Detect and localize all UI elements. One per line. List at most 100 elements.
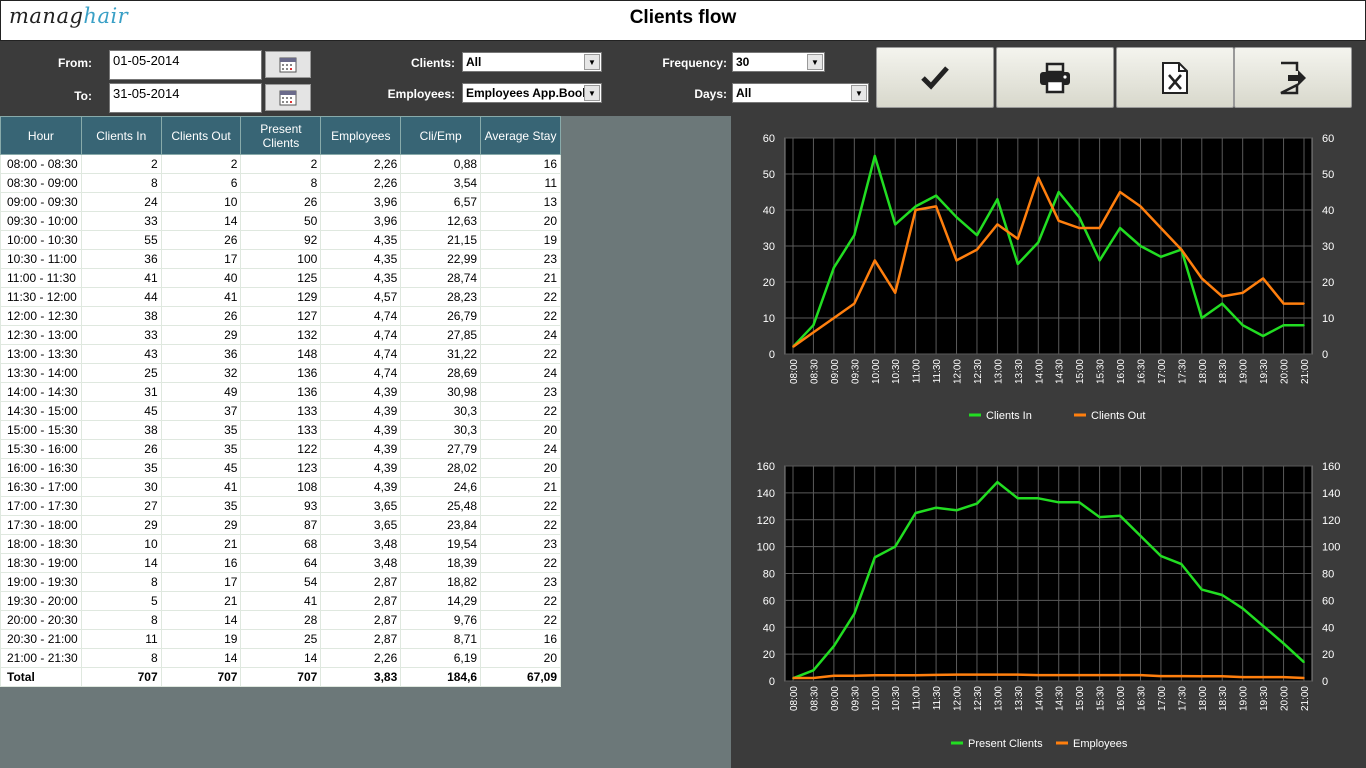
table-row[interactable]: 21:00 - 21:30 8 14 14 2,26 6,19 20	[0, 648, 561, 668]
table-cell: 28,02	[400, 458, 482, 478]
table-cell: 24	[480, 439, 561, 459]
table-row[interactable]: 17:00 - 17:30 27 35 93 3,65 25,48 22	[0, 496, 561, 516]
table-row[interactable]: 08:00 - 08:30 2 2 2 2,26 0,88 16	[0, 154, 561, 174]
table-row[interactable]: 15:00 - 15:30 38 35 133 4,39 30,3 20	[0, 420, 561, 440]
table-cell: 132	[240, 325, 322, 345]
table-cell: 92	[240, 230, 322, 250]
data-point	[853, 302, 856, 305]
from-label: From:	[58, 56, 92, 70]
table-cell: 11	[80, 629, 162, 649]
table-cell: 8	[240, 173, 322, 193]
days-select[interactable]: All ▼	[732, 83, 869, 103]
column-header[interactable]: Present Clients	[240, 116, 322, 155]
table-cell: 93	[240, 496, 322, 516]
table-row[interactable]: 12:30 - 13:00 33 29 132 4,74 27,85 24	[0, 325, 561, 345]
data-point	[853, 234, 856, 236]
x-tick-label: 14:30	[1055, 359, 1066, 384]
data-point	[853, 674, 856, 677]
table-cell: 87	[240, 515, 322, 535]
table-row[interactable]: 09:30 - 10:00 33 14 50 3,96 12,63 20	[0, 211, 561, 231]
table-cell: 23,84	[400, 515, 482, 535]
x-tick-label: 18:30	[1218, 686, 1229, 711]
table-cell: 33	[80, 211, 162, 231]
from-calendar-button[interactable]	[265, 51, 311, 78]
data-point	[1078, 501, 1080, 504]
x-tick-label: 15:00	[1075, 686, 1086, 711]
column-header[interactable]: Cli/Emp	[400, 116, 482, 155]
table-row[interactable]: 19:30 - 20:00 5 21 41 2,87 14,29 22	[0, 591, 561, 611]
table-cell: 31	[80, 382, 162, 402]
table-row[interactable]: 10:30 - 11:00 36 17 100 4,35 22,99 23	[0, 249, 561, 269]
column-header[interactable]: Employees	[320, 116, 402, 155]
data-point	[894, 223, 896, 226]
column-header[interactable]: Average Stay	[480, 116, 561, 155]
table-cell: 16	[160, 553, 242, 573]
table-row[interactable]: 11:30 - 12:00 44 41 129 4,57 28,23 22	[0, 287, 561, 307]
data-point	[1221, 302, 1224, 305]
table-cell: 9,76	[400, 610, 482, 630]
table-row[interactable]: 16:30 - 17:00 30 41 108 4,39 24,6 21	[0, 477, 561, 497]
apply-button[interactable]	[876, 47, 994, 108]
column-header[interactable]: Hour	[0, 116, 82, 155]
y-tick-label-right: 40	[1322, 205, 1334, 217]
y-tick-label-right: 140	[1322, 488, 1340, 500]
table-row[interactable]: 08:30 - 09:00 8 6 8 2,26 3,54 11	[0, 173, 561, 193]
table-cell: 41	[160, 477, 242, 497]
employees-select[interactable]: Employees App.Book ▼	[462, 83, 602, 103]
data-point	[1201, 675, 1203, 678]
table-row[interactable]: 13:00 - 13:30 43 36 148 4,74 31,22 22	[0, 344, 561, 364]
table-cell: 10:30 - 11:00	[0, 249, 82, 269]
filter-toolbar: From: 01-05-2014 To: 31-05-2014 Clients:…	[0, 41, 1366, 116]
clients-select[interactable]: All ▼	[462, 52, 602, 72]
table-cell: 08:00 - 08:30	[0, 154, 82, 174]
table-row[interactable]: 14:30 - 15:00 45 37 133 4,39 30,3 22	[0, 401, 561, 421]
data-point	[1262, 676, 1264, 678]
table-row[interactable]: 11:00 - 11:30 41 40 125 4,35 28,74 21	[0, 268, 561, 288]
table-row[interactable]: 12:00 - 12:30 38 26 127 4,74 26,79 22	[0, 306, 561, 326]
exit-button[interactable]	[1234, 47, 1352, 108]
table-cell: 27	[80, 496, 162, 516]
table-cell: 30,3	[400, 401, 482, 421]
present-clients-employees-chart: 0 0 20 20 40 40 60 60 80 80 100 100 120 120 140 140 160 1…	[757, 461, 1341, 750]
table-cell: 4,57	[320, 287, 402, 307]
export-excel-button[interactable]	[1116, 47, 1234, 108]
data-point	[1262, 277, 1264, 280]
table-row[interactable]: 16:00 - 16:30 35 45 123 4,39 28,02 20	[0, 458, 561, 478]
table-row[interactable]: 17:30 - 18:00 29 29 87 3,65 23,84 22	[0, 515, 561, 535]
x-tick-label: 15:30	[1096, 686, 1107, 711]
table-cell: 33	[80, 325, 162, 345]
print-button[interactable]	[996, 47, 1114, 108]
table-cell: 127	[240, 306, 322, 326]
column-header[interactable]: Clients In	[80, 116, 162, 155]
from-date-input[interactable]: 01-05-2014	[109, 50, 262, 80]
y-tick-label-right: 30	[1322, 241, 1334, 253]
table-cell: 27,79	[400, 439, 482, 459]
employees-select-value: Employees App.Book	[466, 86, 589, 100]
column-header[interactable]: Clients Out	[160, 116, 242, 155]
table-row[interactable]: 15:30 - 16:00 26 35 122 4,39 27,79 24	[0, 439, 561, 459]
frequency-select[interactable]: 30 ▼	[732, 52, 825, 72]
y-tick-label-right: 20	[1322, 277, 1334, 289]
table-row[interactable]: 09:00 - 09:30 24 10 26 3,96 6,57 13	[0, 192, 561, 212]
to-calendar-button[interactable]	[265, 84, 311, 111]
table-cell: 21	[160, 591, 242, 611]
y-tick-label-right: 40	[1322, 622, 1334, 634]
x-tick-label: 18:00	[1198, 359, 1209, 384]
table-row[interactable]: 18:30 - 19:00 14 16 64 3,48 18,39 22	[0, 553, 561, 573]
table-row[interactable]: 19:00 - 19:30 8 17 54 2,87 18,82 23	[0, 572, 561, 592]
table-row[interactable]: 20:30 - 21:00 11 19 25 2,87 8,71 16	[0, 629, 561, 649]
table-row[interactable]: 20:00 - 20:30 8 14 28 2,87 9,76 22	[0, 610, 561, 630]
table-row[interactable]: 10:00 - 10:30 55 26 92 4,35 21,15 19	[0, 230, 561, 250]
table-cell: 16:30 - 17:00	[0, 477, 82, 497]
table-row[interactable]: 13:30 - 14:00 25 32 136 4,74 28,69 24	[0, 363, 561, 383]
data-point	[873, 556, 876, 559]
data-point	[1119, 514, 1121, 517]
table-row[interactable]: 14:00 - 14:30 31 49 136 4,39 30,98 23	[0, 382, 561, 402]
total-cell: 3,83	[320, 667, 402, 687]
to-date-input[interactable]: 31-05-2014	[109, 83, 262, 113]
table-row[interactable]: 18:00 - 18:30 10 21 68 3,48 19,54 23	[0, 534, 561, 554]
data-point	[955, 509, 958, 512]
data-point	[1303, 661, 1305, 663]
table-cell: 09:30 - 10:00	[0, 211, 82, 231]
data-point	[1098, 516, 1101, 518]
